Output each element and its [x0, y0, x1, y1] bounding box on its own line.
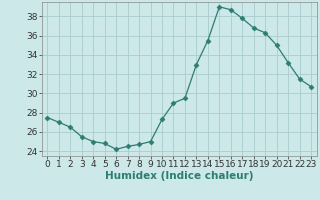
X-axis label: Humidex (Indice chaleur): Humidex (Indice chaleur) — [105, 171, 253, 181]
